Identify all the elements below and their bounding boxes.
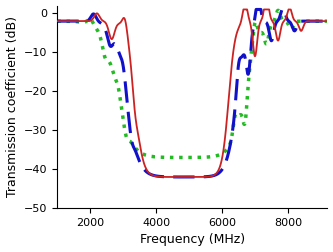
- X-axis label: Frequency (MHz): Frequency (MHz): [140, 233, 245, 246]
- Y-axis label: Transmission coefficient (dB): Transmission coefficient (dB): [6, 16, 19, 197]
